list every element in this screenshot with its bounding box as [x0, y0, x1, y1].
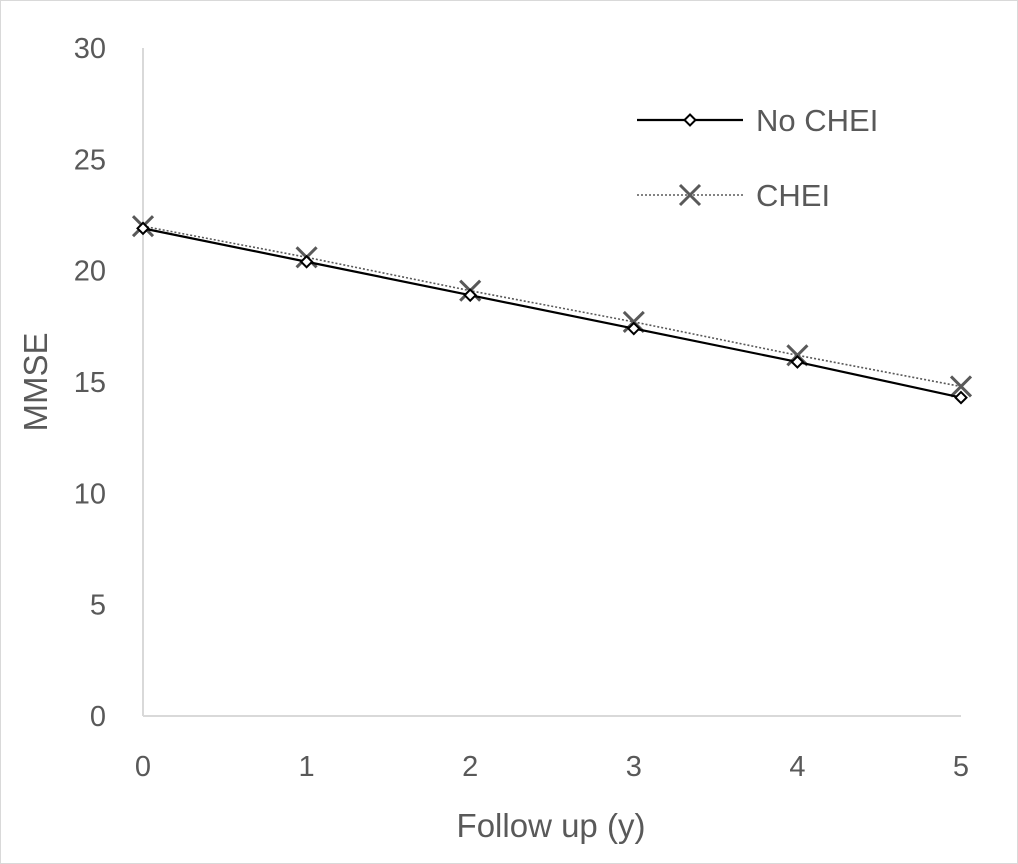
y-axis-title: MMSE	[17, 333, 54, 432]
y-tick-label: 25	[74, 144, 106, 176]
data-point-no-chei	[954, 390, 968, 405]
data-point-no-chei	[626, 321, 641, 336]
data-point-chei	[949, 375, 973, 398]
y-tick-labels: 0 5 10 15 20 25 30	[74, 33, 106, 733]
legend-marker	[683, 113, 697, 127]
axes	[142, 48, 961, 717]
x-tick-label: 1	[299, 751, 315, 783]
y-tick-label: 15	[74, 367, 106, 399]
data-point-no-chei	[299, 254, 314, 269]
y-tick-label: 10	[74, 478, 106, 510]
legend-marker	[678, 183, 702, 207]
x-tick-labels: 0 1 2 3 4 5	[135, 751, 969, 783]
legend: No CHEI CHEI	[637, 103, 878, 213]
series-line-no-chei	[142, 227, 962, 399]
x-tick-label: 3	[626, 751, 642, 783]
x-tick-label: 5	[953, 751, 969, 783]
y-tick-label: 30	[74, 33, 106, 65]
legend-item-chei: CHEI	[637, 178, 830, 213]
data-point-no-chei	[790, 355, 805, 369]
data-point-no-chei	[463, 288, 478, 303]
x-axis-title: Follow up (y)	[457, 807, 646, 844]
x-tick-label: 0	[135, 751, 151, 783]
y-tick-label: 0	[90, 701, 106, 733]
x-tick-label: 4	[789, 751, 805, 783]
series-line-chei	[142, 225, 962, 388]
legend-item-no-chei: No CHEI	[637, 103, 878, 138]
legend-label: No CHEI	[756, 103, 878, 138]
y-tick-label: 5	[90, 590, 106, 622]
x-tick-label: 2	[462, 751, 478, 783]
series	[131, 215, 973, 405]
legend-label: CHEI	[756, 178, 830, 213]
y-tick-label: 20	[74, 256, 106, 288]
data-point-no-chei	[136, 221, 150, 236]
